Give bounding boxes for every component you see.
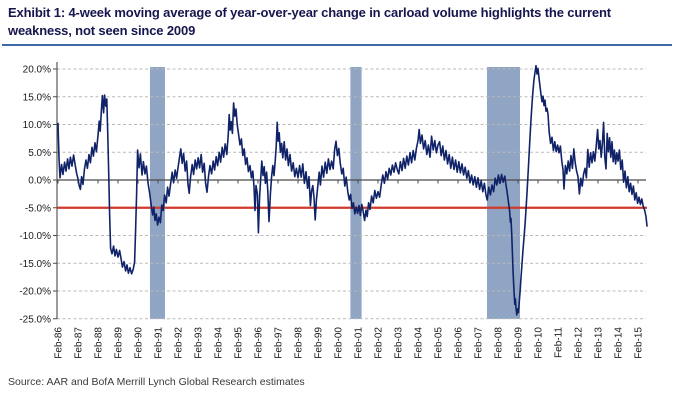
y-tick-label: 0.0% — [28, 176, 51, 187]
x-tick-label: Feb-11 — [554, 327, 565, 358]
recession-band — [150, 67, 165, 319]
x-tick-label: Feb-10 — [534, 327, 545, 359]
exhibit-title: Exhibit 1: 4-week moving average of year… — [8, 5, 611, 38]
x-tick-label: Feb-01 — [354, 327, 365, 359]
x-tick-label: Feb-07 — [474, 327, 485, 359]
title-divider — [2, 44, 672, 46]
x-tick-label: Feb-89 — [114, 327, 125, 359]
x-tick-label: Feb-87 — [74, 327, 85, 359]
x-tick-label: Feb-05 — [434, 327, 445, 359]
x-tick-label: Feb-92 — [174, 327, 185, 359]
y-tick-label: 10.0% — [23, 120, 51, 131]
y-tick-label: -20.0% — [19, 287, 51, 298]
x-tick-label: Feb-91 — [154, 327, 165, 359]
x-tick-label: Feb-98 — [294, 327, 305, 359]
x-tick-label: Feb-13 — [594, 327, 605, 359]
recession-band — [487, 67, 520, 319]
x-tick-label: Feb-15 — [634, 327, 645, 359]
y-tick-label: 15.0% — [23, 92, 51, 103]
series-line — [57, 64, 648, 316]
x-tick-label: Feb-88 — [94, 327, 105, 359]
y-tick-label: -25.0% — [19, 314, 51, 325]
x-tick-label: Feb-95 — [234, 327, 245, 359]
y-tick-label: -5.0% — [25, 203, 51, 214]
x-tick-label: Feb-02 — [374, 327, 385, 359]
x-tick-label: Feb-94 — [214, 327, 225, 359]
y-tick-label: -15.0% — [19, 259, 51, 270]
x-tick-label: Feb-97 — [274, 327, 285, 359]
x-tick-label: Feb-86 — [54, 327, 65, 359]
x-tick-label: Feb-09 — [514, 327, 525, 359]
x-tick-label: Feb-06 — [454, 327, 465, 359]
source-note: Source: AAR and BofA Merrill Lynch Globa… — [8, 376, 305, 388]
x-tick-label: Feb-04 — [414, 327, 425, 359]
y-tick-label: -10.0% — [19, 231, 51, 242]
y-tick-label: 5.0% — [28, 148, 51, 159]
x-tick-label: Feb-90 — [134, 327, 145, 359]
recession-band — [350, 67, 362, 319]
x-tick-label: Feb-14 — [614, 327, 625, 359]
x-tick-label: Feb-96 — [254, 327, 265, 359]
y-tick-label: 20.0% — [23, 65, 51, 76]
x-tick-label: Feb-99 — [314, 327, 325, 359]
x-tick-label: Feb-93 — [194, 327, 205, 359]
x-tick-label: Feb-08 — [494, 327, 505, 359]
x-tick-label: Feb-12 — [574, 327, 585, 359]
x-tick-label: Feb-00 — [334, 327, 345, 359]
x-tick-label: Feb-03 — [394, 327, 405, 359]
